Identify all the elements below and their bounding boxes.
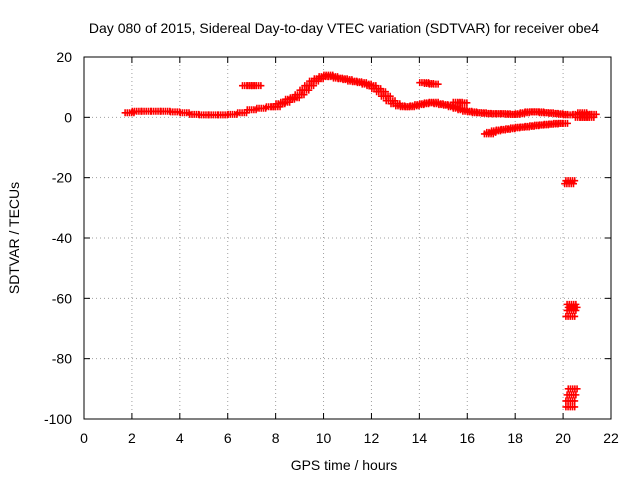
y-axis-label: SDTVAR / TECUs [6, 182, 22, 294]
x-tick-label: 4 [176, 430, 184, 446]
x-tick-label: 2 [128, 430, 136, 446]
series-tail-group-21h [569, 109, 600, 121]
y-tick-label: -80 [52, 351, 72, 367]
data-point [571, 397, 579, 405]
y-tick-label: -100 [44, 411, 72, 427]
data-point [573, 303, 581, 311]
x-axis-label: GPS time / hours [291, 457, 398, 473]
y-tick-label: -40 [52, 230, 72, 246]
x-tick-label: 22 [603, 430, 619, 446]
x-tick-label: 12 [364, 430, 380, 446]
x-tick-label: 0 [80, 430, 88, 446]
y-tick-label: 20 [56, 49, 72, 65]
series-drop-outliers [561, 177, 581, 411]
data-point [571, 312, 579, 320]
data-point [571, 403, 579, 411]
y-tick-label: 0 [64, 109, 72, 125]
series-offset-group-15h [449, 98, 471, 107]
data-points [121, 71, 600, 411]
data-point [463, 99, 471, 107]
y-tick-labels: -100 -80 -60 -40 -20 0 20 [44, 49, 72, 427]
series-main-arc [121, 71, 576, 119]
data-point [434, 80, 442, 88]
series-lower-track [480, 119, 571, 138]
x-tick-label: 14 [412, 430, 428, 446]
x-tick-label: 10 [316, 430, 332, 446]
data-point [571, 177, 579, 185]
x-tick-label: 20 [555, 430, 571, 446]
data-point [573, 385, 581, 393]
x-tick-label: 16 [459, 430, 475, 446]
series-offset-group-7h [238, 82, 265, 90]
data-point [592, 110, 600, 118]
x-tick-labels: 0 2 4 6 8 10 12 14 16 18 20 22 [80, 430, 619, 446]
data-point [257, 82, 265, 90]
x-tick-label: 6 [224, 430, 232, 446]
series-offset-group-14h [416, 79, 442, 88]
y-tick-label: -20 [52, 170, 72, 186]
y-tick-label: -60 [52, 290, 72, 306]
chart-title: Day 080 of 2015, Sidereal Day-to-day VTE… [89, 20, 599, 36]
x-tick-label: 8 [272, 430, 280, 446]
x-tick-label: 18 [507, 430, 523, 446]
axis-ticks [83, 56, 612, 420]
data-point [572, 391, 580, 399]
data-point [563, 119, 571, 127]
